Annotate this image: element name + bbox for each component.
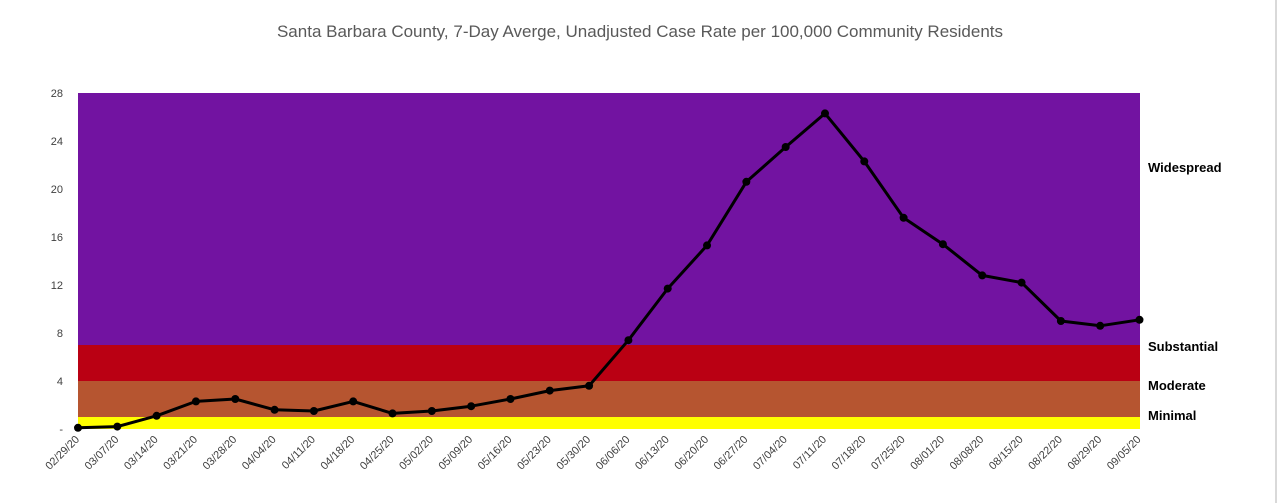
x-tick-label: 08/01/20 (908, 434, 947, 473)
series-line (77, 111, 1140, 430)
tier-bands (78, 93, 1140, 429)
data-point (978, 271, 987, 280)
y-tick-label: 16 (51, 232, 63, 244)
data-point (270, 405, 279, 414)
x-tick-label: 06/20/20 (672, 434, 711, 473)
y-tick-label: 8 (57, 328, 63, 340)
x-tick-label: 04/11/20 (280, 434, 318, 472)
tier-band-labels: Widespread Substantial Moderate Minimal (1148, 160, 1222, 423)
band-label-widespread: Widespread (1148, 160, 1222, 175)
x-tick-label: 08/29/20 (1066, 434, 1105, 473)
data-point (309, 407, 318, 415)
x-tick-label: 05/02/20 (397, 434, 436, 473)
data-point (191, 397, 200, 406)
band-label-substantial: Substantial (1148, 339, 1218, 354)
data-point (1056, 317, 1065, 325)
data-point (467, 402, 476, 411)
x-axis-ticks: 02/29/20 03/07/20 03/14/20 03/21/20 03/28/20… (43, 434, 1143, 473)
y-tick-label: 28 (51, 88, 63, 100)
y-tick-label: 4 (57, 376, 63, 388)
data-point (152, 411, 161, 420)
data-point (860, 157, 869, 166)
data-point (663, 284, 672, 293)
data-point (231, 395, 240, 403)
data-point (781, 143, 790, 151)
x-tick-label: 06/06/20 (594, 434, 633, 473)
data-point (74, 423, 82, 432)
data-point (545, 386, 554, 395)
x-tick-label: 07/18/20 (830, 434, 869, 473)
data-point (938, 240, 947, 249)
y-tick-label: - (59, 424, 63, 436)
band-label-moderate: Moderate (1148, 378, 1206, 393)
y-tick-label: 12 (51, 280, 63, 292)
x-tick-label: 04/04/20 (240, 434, 279, 473)
x-tick-label: 08/22/20 (1026, 434, 1065, 473)
x-tick-label: 07/25/20 (869, 434, 908, 473)
band-widespread (78, 93, 1140, 345)
x-tick-label: 02/29/20 (43, 434, 82, 473)
x-tick-label: 03/21/20 (161, 434, 200, 473)
series-line-group (74, 109, 1144, 432)
x-tick-label: 07/11/20 (791, 434, 829, 472)
data-point (585, 381, 594, 390)
y-tick-label: 24 (51, 136, 63, 148)
x-tick-label: 03/07/20 (83, 434, 122, 473)
data-point (820, 109, 829, 118)
x-tick-label: 05/30/20 (554, 434, 593, 473)
x-tick-label: 06/27/20 (712, 434, 751, 473)
y-tick-label: 20 (51, 184, 63, 196)
x-tick-label: 05/09/20 (437, 434, 476, 473)
y-axis-ticks: - 4 8 12 16 20 24 28 (51, 88, 64, 436)
x-tick-label: 08/08/20 (948, 434, 987, 473)
data-point (1017, 278, 1026, 287)
data-point (506, 395, 515, 403)
right-frame-edge (1275, 0, 1277, 503)
x-tick-label: 04/18/20 (319, 434, 358, 473)
data-point (388, 409, 397, 418)
data-point (703, 241, 712, 250)
band-moderate (78, 381, 1140, 417)
x-tick-label: 09/05/20 (1105, 434, 1144, 473)
band-label-minimal: Minimal (1148, 408, 1196, 423)
data-point (349, 397, 358, 406)
x-tick-label: 08/15/20 (987, 434, 1026, 473)
x-tick-label: 03/14/20 (122, 434, 161, 473)
data-point (899, 213, 908, 222)
data-point (1135, 315, 1144, 324)
x-tick-label: 05/23/20 (515, 434, 554, 473)
x-tick-label: 04/25/20 (358, 434, 397, 473)
x-tick-label: 06/13/20 (633, 434, 672, 473)
data-point (624, 336, 633, 345)
band-minimal (78, 417, 1140, 429)
data-point (427, 407, 436, 415)
x-tick-label: 07/04/20 (751, 434, 790, 473)
chart-title: Santa Barbara County, 7-Day Averge, Unad… (277, 22, 1003, 41)
data-point (113, 422, 122, 431)
data-point (742, 177, 751, 186)
x-tick-label: 05/16/20 (476, 434, 515, 473)
data-point (1096, 321, 1105, 330)
x-tick-label: 03/28/20 (201, 434, 240, 473)
